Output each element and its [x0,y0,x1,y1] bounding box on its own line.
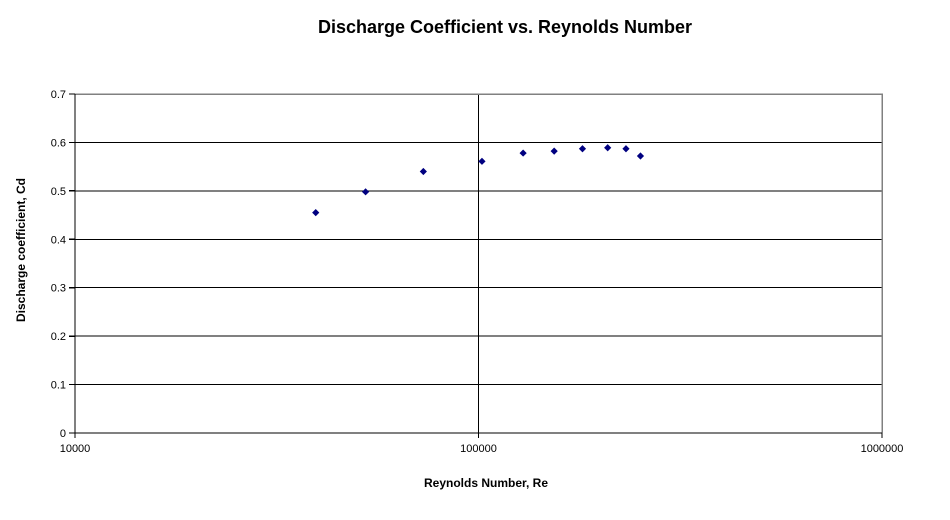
y-tick-label: 0.4 [51,234,66,246]
axis-tick-labels: 0 0.1 0.2 0.3 0.4 0.5 0.6 0.7 10000 100000 1000000 [51,89,904,455]
gridlines [75,94,882,433]
data-point [622,145,630,153]
data-point [419,167,427,176]
y-tick-label: 0.2 [51,331,66,343]
x-axis-title: Reynolds Number, Re [423,476,549,490]
x-tick-label: 10000 [60,443,91,455]
y-tick-label: 0.7 [51,89,66,101]
x-tick-label: 100000 [460,443,497,455]
data-point [519,149,527,157]
data-point [604,144,612,152]
axis-tick-marks [69,93,883,438]
x-tick-label: 1000000 [861,443,904,455]
data-point [578,145,587,153]
data-point [478,157,486,165]
y-tick-label: 0.3 [51,283,66,295]
y-tick-label: 0 [60,428,66,440]
data-point [550,147,558,155]
data-point [361,188,370,196]
y-tick-label: 0.6 [51,137,66,149]
data-point [312,209,320,217]
data-points [312,144,645,217]
chart-title: Discharge Coefficient vs. Reynolds Numbe… [317,17,693,37]
y-tick-label: 0.5 [51,186,66,198]
y-tick-label: 0.1 [51,380,66,392]
data-point [636,152,645,160]
